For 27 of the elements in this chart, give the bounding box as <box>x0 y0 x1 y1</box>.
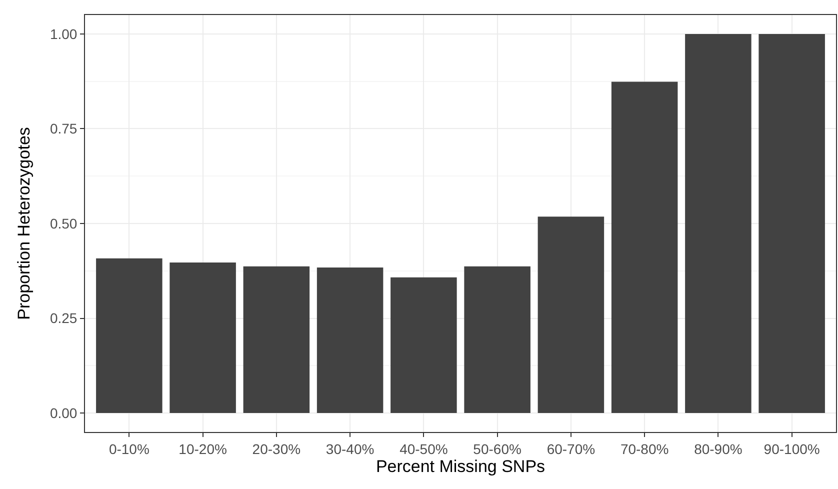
bar <box>243 266 310 414</box>
y-tick-label: 0.75 <box>50 120 78 137</box>
bar <box>758 34 825 414</box>
bar <box>390 277 457 414</box>
x-tick-label: 60-70% <box>546 440 596 457</box>
x-axis-title: Percent Missing SNPs <box>376 457 546 476</box>
x-tick-label: 30-40% <box>326 440 374 457</box>
x-tick-label: 70-80% <box>620 440 669 457</box>
bar <box>170 262 236 414</box>
x-tick-label: 40-50% <box>400 440 448 457</box>
y-axis-title: Proportion Heterozygotes <box>14 127 34 320</box>
x-tick-label: 80-90% <box>694 440 742 457</box>
y-tick-label: 0.00 <box>50 404 78 421</box>
x-tick-label: 50-60% <box>473 440 522 457</box>
x-tick-label: 90-100% <box>764 440 820 457</box>
y-tick-label: 1.00 <box>50 26 78 42</box>
x-tick-label: 20-30% <box>252 440 301 457</box>
x-tick-label: 0-10% <box>108 440 150 457</box>
bar <box>538 216 604 414</box>
bar <box>96 258 162 414</box>
bar <box>611 82 678 414</box>
y-tick-label: 0.50 <box>50 215 78 232</box>
bar <box>685 34 752 414</box>
bar <box>464 266 530 414</box>
y-tick-label: 0.25 <box>50 310 78 326</box>
bar <box>316 267 384 414</box>
x-tick-label: 10-20% <box>178 440 227 457</box>
